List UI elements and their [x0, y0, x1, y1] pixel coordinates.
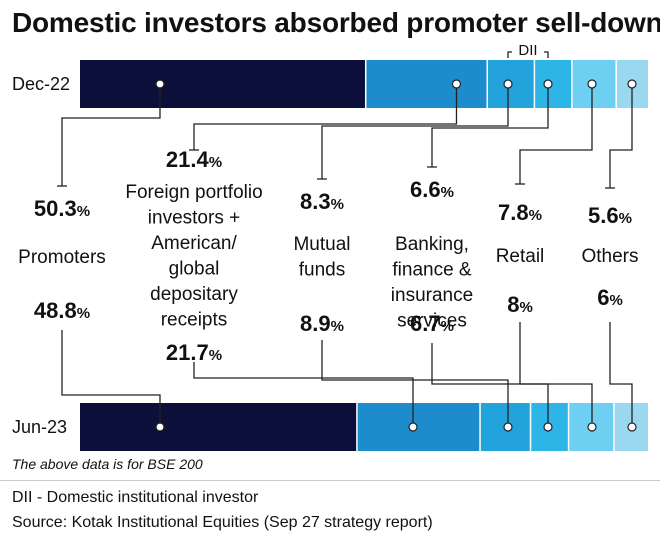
value-label-dec22-foreign-portfolio-in: 21.4% — [166, 147, 222, 172]
connector-jun23-retail — [519, 322, 593, 427]
dii-label-bottom: DII — [518, 453, 537, 455]
value-label-jun23-others: 6% — [597, 285, 623, 310]
bar-segment-jun-23-foreign-portfolio-in — [356, 403, 481, 451]
connector-dot-dec22 — [155, 79, 165, 89]
footnote-dii: DII - Domestic institutional investor — [12, 489, 259, 506]
dii-label-bg-top — [512, 42, 544, 58]
value-label-dec22-retail: 7.8% — [498, 200, 542, 225]
category-label-foreign-portfolio-in: receipts — [161, 310, 228, 331]
category-label-mutual-funds: Mutual — [293, 234, 350, 255]
connector-jun23-others — [609, 322, 633, 427]
connector-dot-jun23 — [627, 422, 637, 432]
connector-dec22-banking-finance-insu — [431, 84, 549, 167]
connector-dot-jun23 — [543, 422, 553, 432]
footnote-source: Source: Kotak Institutional Equities (Se… — [12, 514, 433, 531]
category-label-mutual-funds: funds — [299, 260, 345, 281]
value-label-dec22-mutual-funds: 8.3% — [300, 189, 344, 214]
value-label-jun23-banking-finance-insu: 6.7% — [410, 311, 454, 336]
row-label-jun-23: Jun-23 — [12, 417, 67, 437]
connector-dot-dec22 — [503, 79, 513, 89]
value-label-jun23-promoters: 48.8% — [34, 298, 90, 323]
divider — [0, 480, 660, 481]
bar-segment-dec-22-foreign-portfolio-in — [365, 60, 488, 108]
category-label-foreign-portfolio-in: American/ — [151, 233, 237, 254]
connector-dot-jun23 — [155, 422, 165, 432]
chart-title: Domestic investors absorbed promoter sel… — [12, 7, 660, 38]
data-note: The above data is for BSE 200 — [12, 456, 203, 472]
dii-label-top: DII — [518, 42, 537, 59]
bar-segment-dec-22-banking-finance-insu — [534, 60, 572, 108]
value-label-jun23-retail: 8% — [507, 292, 533, 317]
connector-dot-jun23 — [408, 422, 418, 432]
stacked-bar-chart: Dec-22 Jun-23 DII DII 50.3% Promoters 48.8% 21.… — [12, 42, 648, 455]
connector-jun23-promoters — [61, 330, 161, 427]
category-label-foreign-portfolio-in: investors + — [148, 208, 240, 229]
connector-dec22-foreign-portfolio-in — [193, 84, 458, 150]
connector-jun23-foreign-portfolio-in — [193, 362, 414, 427]
value-label-dec22-banking-finance-insu: 6.6% — [410, 177, 454, 202]
category-label-foreign-portfolio-in: depositary — [150, 284, 238, 305]
category-label-foreign-portfolio-in: Foreign portfolio — [125, 182, 262, 203]
category-label-retail: Retail — [496, 246, 545, 267]
value-label-dec22-promoters: 50.3% — [34, 196, 90, 221]
connector-dec22-mutual-funds — [321, 84, 509, 179]
category-label-banking-finance-insu: services — [397, 311, 467, 332]
connector-dot-jun23 — [503, 422, 513, 432]
connector-jun23-banking-finance-insu — [431, 343, 549, 427]
connector-dec22-others — [609, 84, 633, 188]
connector-dot-dec22 — [627, 79, 637, 89]
value-label-jun23-mutual-funds: 8.9% — [300, 311, 344, 336]
value-label-dec22-others: 5.6% — [588, 203, 632, 228]
bar-segment-dec-22-promoters — [80, 60, 366, 108]
connector-dot-dec22 — [587, 79, 597, 89]
category-label-promoters: Promoters — [18, 247, 106, 268]
connector-dec22-retail — [519, 84, 593, 184]
connector-jun23-mutual-funds — [321, 340, 509, 427]
value-label-jun23-foreign-portfolio-in: 21.7% — [166, 340, 222, 365]
connector-dot-jun23 — [587, 422, 597, 432]
category-label-others: Others — [581, 246, 638, 267]
connector-dec22-promoters — [61, 84, 161, 186]
category-label-banking-finance-insu: finance & — [392, 260, 472, 281]
connector-dot-dec22 — [543, 79, 553, 89]
bar-segment-jun-23-promoters — [80, 403, 357, 451]
category-label-banking-finance-insu: insurance — [391, 285, 473, 306]
category-label-foreign-portfolio-in: global — [169, 259, 220, 280]
connector-dot-dec22 — [451, 79, 462, 89]
dii-label-bg-bottom — [510, 452, 546, 455]
category-label-banking-finance-insu: Banking, — [395, 234, 469, 255]
row-label-dec-22: Dec-22 — [12, 74, 70, 94]
